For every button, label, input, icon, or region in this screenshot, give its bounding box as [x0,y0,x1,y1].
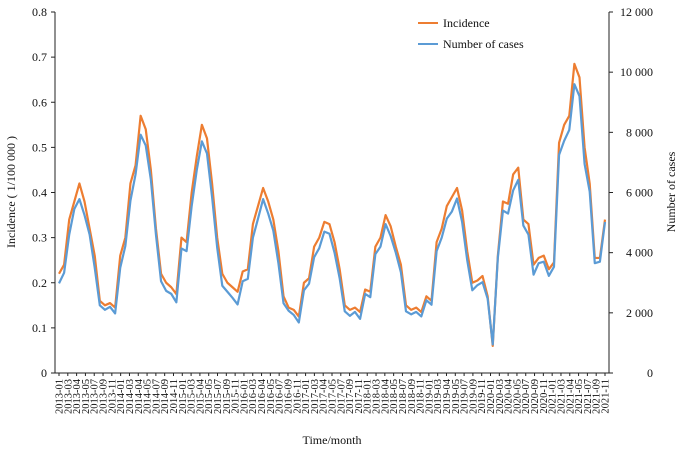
x-tick-label: 2014-07 [151,379,162,414]
x-tick-label: 2018-04 [380,378,391,414]
x-tick-label: 2014-05 [143,379,154,414]
right-y-tick-label: 8 000 [626,125,653,139]
left-y-tick-label: 0.8 [32,5,47,19]
right-y-tick-label: 0 [647,366,653,380]
x-tick-label: 2016-03 [248,379,259,414]
axes [54,12,610,374]
x-tick-label: 2014-03 [125,379,136,414]
x-tick-label: 2021-09 [592,379,603,414]
x-tick-label: 2018-07 [398,379,409,414]
x-tick-label: 2017-09 [345,379,356,414]
x-tick-label: 2014-04 [134,378,145,414]
right-y-tick-labels: 0 2 000 4 000 6 000 8 000 10 000 12 000 [609,5,653,380]
x-tick-label: 2021-11 [601,379,612,414]
left-y-tick-label: 0.5 [32,140,47,154]
x-tick-label: 2014-11 [169,379,180,414]
x-tick-label: 2013-05 [81,379,92,414]
x-tick-label: 2021-03 [556,379,567,414]
x-tick-label: 2020-07 [521,379,532,414]
x-tick-label: 2013-11 [107,379,118,414]
left-y-axis-title: Incidence ( 1/100 000 ) [4,136,18,248]
x-tick-label: 2015-04 [195,378,206,414]
x-tick-label: 2018-09 [407,379,418,414]
x-tick-label: 2014-09 [160,379,171,414]
left-y-tick-label: 0.3 [32,231,47,245]
x-tick-label: 2013-09 [99,379,110,414]
x-tick-label: 2015-01 [178,379,189,414]
x-tick-labels: 2013-012013-032013-042013-052013-072013-… [55,373,612,414]
left-y-tick-label: 0.7 [32,50,47,64]
x-tick-label: 2020-05 [512,379,523,414]
x-tick-label: 2016-07 [275,379,286,414]
x-tick-label: 2015-07 [213,379,224,414]
right-y-tick-label: 12 000 [620,5,653,19]
x-tick-label: 2019-11 [477,379,488,414]
right-y-tick-label: 10 000 [620,65,653,79]
left-y-tick-label: 0.2 [32,276,47,290]
left-y-tick-label: 0 [41,366,47,380]
x-tick-label: 2016-01 [239,379,250,414]
x-tick-label: 2013-01 [55,379,66,414]
x-tick-label: 2014-01 [116,379,127,414]
x-tick-label: 2015-05 [204,379,215,414]
x-tick-label: 2016-09 [283,379,294,414]
x-tick-label: 2015-09 [222,379,233,414]
x-tick-label: 2016-11 [292,379,303,414]
x-axis-title: Time/month [303,433,362,447]
right-y-axis-title: Number of cases [664,151,678,232]
series-lines [58,62,607,348]
right-y-tick-label: 6 000 [626,186,653,200]
x-tick-label: 2019-01 [424,379,435,414]
x-tick-label: 2021-01 [548,379,559,414]
series-line-number-of-cases [58,83,607,346]
x-tick-label: 2017-04 [319,378,330,414]
left-y-tick-label: 0.4 [32,186,47,200]
x-tick-label: 2020-03 [495,379,506,414]
x-tick-label: 2018-11 [416,379,427,414]
x-tick-label: 2017-07 [336,379,347,414]
x-tick-label: 2015-03 [187,379,198,414]
x-tick-label: 2018-05 [389,379,400,414]
left-y-tick-label: 0.1 [32,321,47,335]
left-y-tick-labels: 0 0.1 0.2 0.3 0.4 0.5 0.6 0.7 0.8 [32,5,55,380]
x-tick-label: 2017-05 [328,379,339,414]
x-tick-label: 2019-07 [460,379,471,414]
x-tick-label: 2016-04 [257,378,268,414]
x-tick-label: 2017-03 [310,379,321,414]
x-tick-label: 2017-01 [301,379,312,414]
x-tick-label: 2015-11 [231,379,242,414]
legend-label-incidence: Incidence [443,16,490,30]
x-tick-label: 2020-01 [486,379,497,414]
series-line-incidence [58,62,607,348]
legend-label-number-of-cases: Number of cases [443,37,524,51]
x-tick-label: 2019-03 [433,379,444,414]
x-tick-label: 2021-05 [574,379,585,414]
x-tick-label: 2019-04 [442,378,453,414]
x-tick-label: 2020-04 [504,378,515,414]
x-tick-label: 2016-05 [266,379,277,414]
x-tick-label: 2021-07 [583,379,594,414]
right-y-tick-label: 2 000 [626,306,653,320]
legend: Incidence Number of cases [418,16,524,51]
x-tick-label: 2020-09 [530,379,541,414]
left-y-tick-label: 0.6 [32,95,47,109]
x-tick-label: 2021-04 [565,378,576,414]
x-tick-label: 2020-11 [539,379,550,414]
x-tick-label: 2019-09 [468,379,479,414]
x-tick-label: 2019-05 [451,379,462,414]
right-y-tick-label: 4 000 [626,246,653,260]
x-tick-label: 2013-03 [63,379,74,414]
x-tick-label: 2018-01 [363,379,374,414]
x-tick-label: 2018-03 [372,379,383,414]
x-tick-label: 2013-07 [90,379,101,414]
x-tick-label: 2017-11 [354,379,365,414]
x-tick-label: 2013-04 [72,378,83,414]
